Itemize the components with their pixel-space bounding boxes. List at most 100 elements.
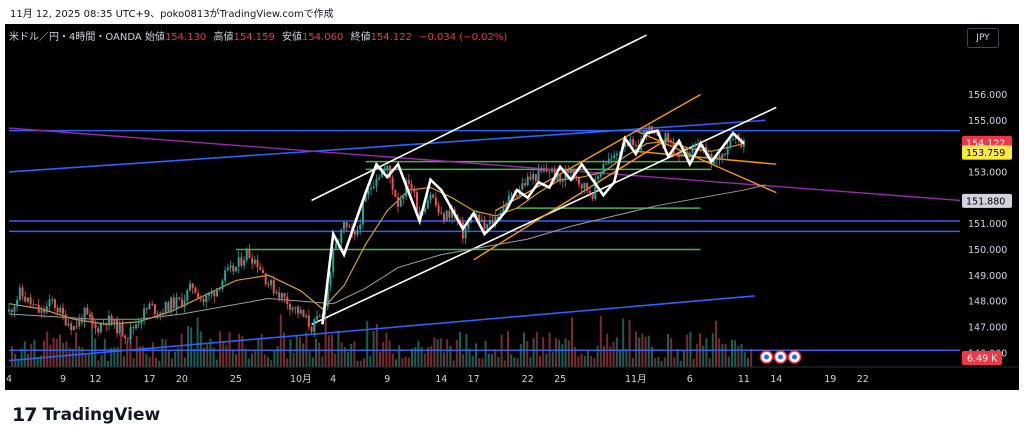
volume-bar xyxy=(654,358,657,367)
volume-bar xyxy=(33,339,36,367)
candle-body xyxy=(161,312,164,314)
volume-bar xyxy=(289,339,292,367)
candle-body xyxy=(32,304,35,306)
trend-line xyxy=(311,34,647,202)
brand-name: TradingView xyxy=(42,405,161,425)
candle-body xyxy=(137,323,140,325)
volume-bar xyxy=(375,323,378,367)
candle-body xyxy=(234,266,237,272)
candle-body xyxy=(510,193,513,196)
volume-bar xyxy=(129,336,132,367)
candle-body xyxy=(199,298,202,300)
volume-bar xyxy=(603,345,605,367)
volume-bar xyxy=(324,318,327,367)
candle-body xyxy=(45,306,48,313)
trend-line xyxy=(8,295,755,362)
volume-bar xyxy=(251,353,253,367)
volume-bar xyxy=(494,349,497,367)
candle-body xyxy=(675,153,678,156)
volume-bar xyxy=(167,350,170,367)
candle-body xyxy=(291,308,294,310)
candle-body xyxy=(515,195,518,197)
x-tick-label: 6 xyxy=(687,374,693,385)
volume-bar xyxy=(87,352,90,367)
candle-body xyxy=(707,154,710,156)
price-chart[interactable]: 156.000155.000154.000153.000152.000151.0… xyxy=(5,24,1019,390)
candle-body xyxy=(494,217,497,224)
volume-bar xyxy=(580,353,583,367)
volume-bar xyxy=(107,360,109,367)
volume-bar xyxy=(206,344,209,367)
candle-body xyxy=(194,288,197,294)
volume-bar xyxy=(596,345,599,367)
low-label: 安値 xyxy=(282,32,303,43)
volume-bar xyxy=(155,357,157,367)
candle-body xyxy=(713,159,716,164)
candle-body xyxy=(370,188,373,190)
volume-bar xyxy=(254,351,257,367)
y-tick-label: 156.000 xyxy=(968,90,1007,101)
candle-body xyxy=(345,222,348,227)
volume-bar xyxy=(452,360,455,367)
candle-body xyxy=(710,154,713,164)
x-tick-label: 11月 xyxy=(625,374,647,385)
price-label-box xyxy=(962,145,1012,160)
volume-bar xyxy=(542,337,545,367)
volume-bar xyxy=(599,315,602,367)
candle-body xyxy=(426,200,429,209)
volume-bar xyxy=(740,344,743,367)
candle-body xyxy=(524,183,527,186)
volume-bar xyxy=(302,343,305,367)
candle-body xyxy=(691,146,694,153)
candle-body xyxy=(418,211,421,216)
volume-bar xyxy=(705,338,708,367)
brand[interactable]: 17 TradingView xyxy=(12,404,160,426)
candle-body xyxy=(561,180,564,182)
volume-bar xyxy=(529,357,532,367)
candle-body xyxy=(140,320,143,324)
volume-bar xyxy=(577,356,580,367)
candle-body xyxy=(62,307,65,315)
y-tick-label: 149.000 xyxy=(968,271,1007,282)
volume-bar xyxy=(567,340,570,367)
volume-bar xyxy=(743,352,746,367)
candle-body xyxy=(75,325,78,327)
candle-body xyxy=(13,306,16,313)
candle-body xyxy=(29,297,32,305)
symbol-title[interactable]: 米ドル／円・4時間・OANDA xyxy=(9,32,142,43)
volume-bar xyxy=(625,349,628,367)
volume-label-text: 6.49 K xyxy=(967,354,998,365)
candle-body xyxy=(380,171,383,178)
volume-bar xyxy=(590,355,593,367)
candle-body xyxy=(623,143,626,147)
volume-bar xyxy=(257,338,260,367)
candle-body xyxy=(307,315,310,327)
candle-body xyxy=(310,326,313,332)
chart-panel[interactable]: 156.000155.000154.000153.000152.000151.0… xyxy=(5,24,1019,390)
candle-body xyxy=(588,190,591,194)
candle-body xyxy=(40,310,43,313)
candle-body xyxy=(451,209,454,218)
candle-body xyxy=(378,177,381,179)
candle-body xyxy=(232,265,235,272)
volume-bar xyxy=(500,334,503,367)
open-value: 154.130 xyxy=(164,32,207,43)
currency-badge[interactable]: JPY xyxy=(967,28,999,48)
volume-bar xyxy=(126,341,129,367)
candle-body xyxy=(629,138,632,146)
volume-bar xyxy=(372,331,375,367)
volume-bar xyxy=(193,348,196,367)
volume-bar xyxy=(263,354,266,367)
candle-body xyxy=(567,170,570,174)
volume-bar xyxy=(299,337,301,367)
volume-bar xyxy=(337,330,340,367)
y-tick-label: 148.000 xyxy=(968,297,1007,308)
candle-body xyxy=(294,306,297,309)
volume-bar xyxy=(382,342,385,367)
volume-bar xyxy=(334,353,337,367)
y-tick-label: 151.000 xyxy=(968,219,1007,230)
volume-bar xyxy=(343,347,346,367)
candle-body xyxy=(224,270,227,281)
candle-body xyxy=(313,319,316,332)
candle-body xyxy=(664,133,667,146)
